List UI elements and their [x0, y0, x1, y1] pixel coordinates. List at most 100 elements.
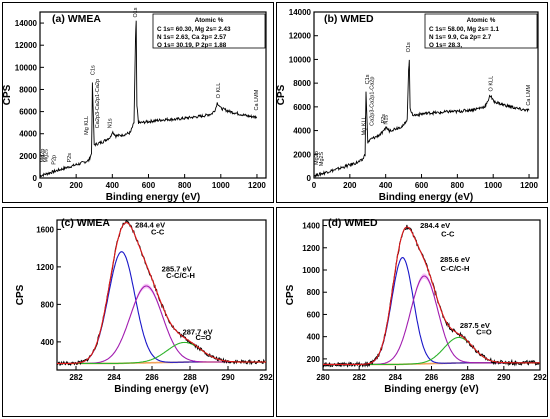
plot-area-border: [313, 11, 539, 179]
atomic-percent-line: O 1s= 30.19, P 2p= 1.88: [157, 42, 227, 49]
plot-area-border: [56, 219, 267, 371]
peak-annotation-label: C-C/C-H: [441, 264, 470, 273]
y-tick-label: 0: [33, 174, 38, 183]
x-tick-label: 0: [38, 181, 43, 190]
x-tick-label: 200: [69, 181, 83, 190]
peak-annotation-label: C=O: [476, 327, 492, 336]
y-tick-label: 10000: [15, 63, 38, 72]
atomic-percent-line: C 1s= 58.00, Mg 2s= 1.1: [429, 26, 500, 33]
x-tick-label: 400: [106, 181, 120, 190]
panel-title: (d) WMED: [328, 217, 378, 229]
x-tick-label: 1200: [520, 181, 538, 190]
envelope-fit-line: [57, 222, 266, 364]
x-tick-label: 284: [389, 373, 403, 382]
y-tick-label: 8000: [19, 85, 37, 94]
y-tick-label: 2000: [19, 152, 37, 161]
x-tick-label: 286: [425, 373, 439, 382]
x-tick-label: 288: [183, 373, 197, 382]
peak-annotation-value: 287.5 eV: [460, 321, 490, 330]
peak-label: C1s: [90, 65, 96, 75]
y-tick-label: 8000: [293, 79, 311, 88]
x-axis-label: Binding energy (eV): [384, 384, 478, 395]
y-tick-label: 14000: [289, 8, 312, 17]
x-tick-label: 800: [178, 181, 192, 190]
y-axis-label: CPS: [15, 284, 26, 305]
y-tick-label: 1400: [302, 222, 320, 231]
panel-a: 0 200 400 600 800 1000 12000200040006000800010…: [2, 7, 267, 203]
peak-label: Ca LMM: [526, 84, 532, 105]
component-band: [57, 283, 266, 364]
panel-b: 0 200 400 600 800 1000 12000200040006000800010…: [276, 8, 539, 203]
atomic-percent-box: [424, 13, 538, 49]
x-tick-label: 292: [259, 373, 273, 382]
y-axis-label: CPS: [285, 284, 296, 305]
peak-annotation-label: C-C/C-H: [166, 271, 195, 280]
panel-d-frame: [276, 207, 548, 417]
x-tick-label: 288: [461, 373, 475, 382]
survey-spectrum-line: [313, 59, 530, 178]
peak-label: P2s: [381, 114, 387, 124]
x-tick-label: 1000: [212, 181, 230, 190]
peak-annotation-value: 284.4 eV: [135, 221, 165, 230]
peak-label: P2p: [52, 155, 58, 165]
x-tick-label: 282: [69, 373, 83, 382]
peak-label: Mg2p: [314, 151, 320, 165]
fit-component-line: [57, 285, 266, 364]
atomic-percent-line: N 1s= 2.63, Ca 2p= 2.57: [157, 34, 227, 41]
y-tick-label: 400: [41, 338, 55, 347]
y-tick-label: 1200: [36, 263, 54, 272]
raw-data-line: [56, 220, 267, 366]
x-tick-label: 1200: [248, 181, 266, 190]
x-tick-label: 1000: [484, 181, 502, 190]
y-tick-label: 1200: [302, 244, 320, 253]
plot-area-border: [322, 219, 541, 371]
plot-area-border: [39, 11, 267, 179]
peak-label: C1s: [365, 74, 371, 84]
x-tick-label: 0: [312, 181, 317, 190]
peak-annotation-value: 285.7 eV: [162, 265, 192, 274]
y-tick-label: 6000: [293, 103, 311, 112]
y-tick-label: 400: [307, 333, 321, 342]
atomic-percent-line: O 1s= 28.3,: [429, 42, 462, 49]
peak-annotation-label: C=O: [195, 333, 211, 342]
x-axis-label: Binding energy (eV): [379, 192, 473, 203]
envelope-fit-line: [323, 226, 540, 365]
panel-d: 280 282 284 286 288 290 292 200 400 600 800 1000 120…: [285, 217, 547, 395]
panel-title: (a) WMEA: [52, 13, 101, 25]
peak-label: Mg2p: [40, 149, 46, 163]
y-tick-label: 12000: [15, 41, 38, 50]
x-axis-label: Binding energy (eV): [114, 384, 208, 395]
peak-annotation-label: C-C: [151, 228, 165, 237]
y-tick-label: 200: [307, 355, 321, 364]
y-tick-label: 12000: [289, 32, 312, 41]
y-tick-label: 600: [307, 310, 321, 319]
x-tick-label: 282: [352, 373, 366, 382]
peak-label: N1s: [108, 118, 114, 128]
atomic-percent-line: N 1s= 9.9, Ca 2p= 2.7: [429, 34, 492, 41]
panel-title: (b) WMED: [324, 13, 374, 25]
y-tick-label: 800: [307, 288, 321, 297]
y-tick-label: 6000: [19, 108, 37, 117]
x-tick-label: 200: [343, 181, 357, 190]
peak-annotation-label: C-C: [441, 230, 455, 239]
fit-component-line: [323, 275, 540, 365]
peak-label: O1s: [406, 42, 412, 52]
x-tick-label: 290: [221, 373, 235, 382]
survey-spectrum-line: [39, 20, 258, 178]
x-tick-label: 280: [316, 373, 330, 382]
x-tick-label: 290: [497, 373, 511, 382]
atomic-percent-header: Atomic %: [195, 17, 224, 24]
raw-data-line: [322, 224, 541, 368]
peak-label: O KLL: [489, 76, 495, 92]
y-tick-label: 4000: [293, 127, 311, 136]
x-tick-label: 400: [379, 181, 393, 190]
y-tick-label: 0: [307, 174, 312, 183]
x-axis-label: Binding energy (eV): [106, 192, 200, 203]
y-tick-label: 1000: [302, 266, 320, 275]
peak-annotation-value: 284.4 eV: [420, 221, 450, 230]
peak-label: Ca LMM: [254, 89, 260, 110]
peak-label: O1s: [133, 7, 139, 17]
y-tick-label: 4000: [19, 130, 37, 139]
peak-label: O KLL: [216, 83, 222, 99]
